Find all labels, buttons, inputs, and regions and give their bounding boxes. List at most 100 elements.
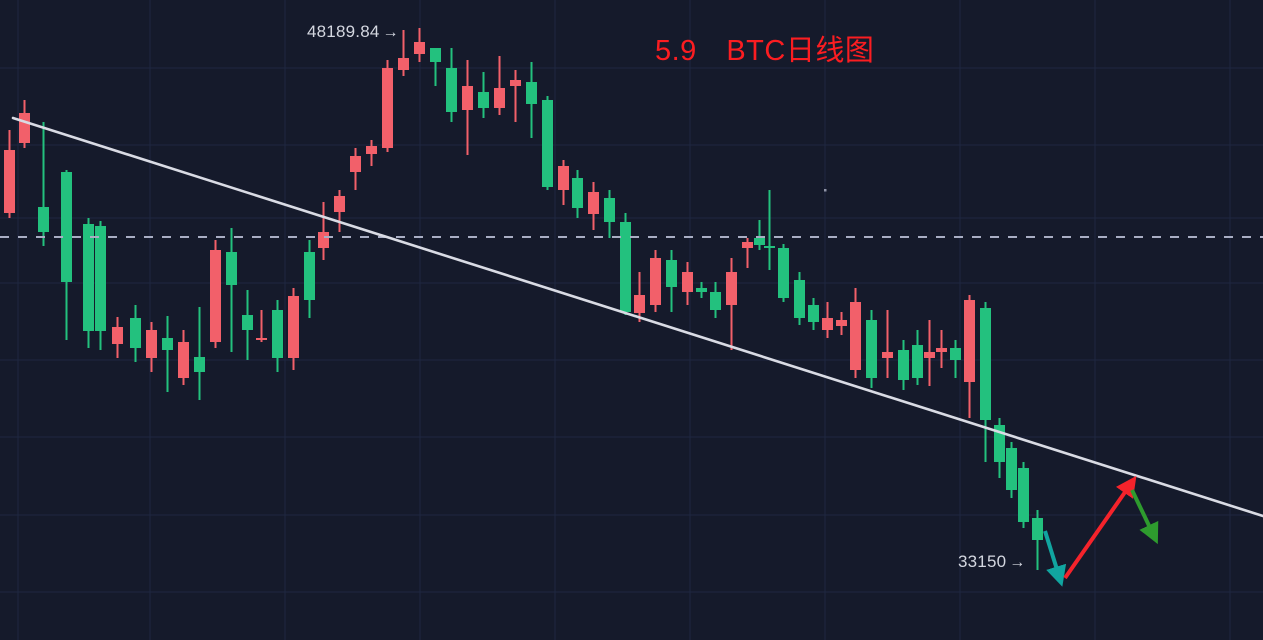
candle-body: [61, 172, 72, 282]
candlestick: [764, 190, 775, 270]
candlestick: [620, 213, 631, 315]
candlestick: [478, 72, 489, 118]
candlestick: [19, 100, 30, 148]
swing-low-price-value: 33150: [958, 552, 1007, 571]
candle-body: [542, 100, 553, 187]
projected-dip-arrow: [1043, 530, 1067, 587]
swing-high-price-label: 48189.84 →: [307, 22, 399, 42]
candlestick: [304, 240, 315, 318]
candle-body: [822, 318, 833, 330]
candlestick: [1006, 442, 1017, 498]
candle-body: [936, 348, 947, 352]
candle-body: [682, 272, 693, 292]
candle-body: [462, 86, 473, 110]
candlestick: [350, 148, 361, 190]
candle-body: [980, 308, 991, 420]
candlestick: [38, 122, 49, 246]
candlestick: [924, 320, 935, 386]
candlestick: [414, 28, 425, 62]
candle-body: [754, 238, 765, 245]
candlestick: [822, 302, 833, 338]
candle-body: [210, 250, 221, 342]
candle-body: [162, 338, 173, 350]
candlestick: [650, 250, 661, 312]
candlestick: [794, 272, 805, 325]
vertical-gridlines: [17, 0, 1231, 640]
candle-body: [964, 300, 975, 382]
projected-drop-arrow: [1130, 489, 1159, 545]
candle-body: [924, 352, 935, 358]
candle-body: [38, 207, 49, 232]
candle-body: [146, 330, 157, 358]
candle-body: [494, 88, 505, 108]
candlestick: [226, 228, 237, 352]
candle-body: [764, 246, 775, 248]
candle-body: [430, 48, 441, 62]
candlestick: [462, 60, 473, 155]
candlestick: [1018, 462, 1029, 528]
candle-body: [304, 252, 315, 300]
candlestick: [898, 340, 909, 390]
candle-body: [194, 357, 205, 372]
candle-body: [950, 348, 961, 360]
candlestick: [382, 60, 393, 152]
candle-body: [588, 192, 599, 214]
candle-body: [620, 222, 631, 312]
candle-body: [1018, 468, 1029, 522]
candlestick: [542, 96, 553, 190]
candle-body: [1006, 448, 1017, 490]
candlestick: [318, 202, 329, 260]
candlestick: [288, 288, 299, 370]
candlestick: [696, 282, 707, 298]
candle-body: [882, 352, 893, 358]
candle-body: [778, 248, 789, 298]
candle-body: [558, 166, 569, 190]
candle-body: [334, 196, 345, 212]
candle-body: [446, 68, 457, 112]
candle-body: [398, 58, 409, 70]
candle-body: [19, 113, 30, 143]
candlestick: [912, 330, 923, 385]
candle-body: [256, 338, 267, 340]
candle-body: [83, 224, 94, 331]
candle-body: [4, 150, 15, 213]
candlestick: [558, 160, 569, 205]
candle-body: [836, 320, 847, 326]
candlestick: [130, 305, 141, 362]
candlestick: [112, 317, 123, 358]
candle-body: [666, 260, 677, 287]
candlestick: [588, 182, 599, 230]
candle-body: [866, 320, 877, 378]
chart-dot-marker: [824, 189, 827, 192]
candle-body: [272, 310, 283, 358]
candlestick: [980, 302, 991, 462]
candle-body: [242, 315, 253, 330]
candle-body: [350, 156, 361, 172]
candlestick: [61, 170, 72, 340]
candle-body: [382, 68, 393, 148]
candle-body: [414, 42, 425, 54]
candlestick: [430, 48, 441, 86]
candle-body: [130, 318, 141, 348]
candlestick: [446, 48, 457, 122]
candle-body: [604, 198, 615, 222]
horizontal-gridlines: [0, 67, 1263, 593]
right-arrow-icon: →: [382, 23, 399, 41]
candle-body: [696, 288, 707, 292]
trendline: [11, 116, 1263, 518]
candle-body: [994, 425, 1005, 462]
right-arrow-icon: →: [1009, 553, 1026, 571]
candlestick: [83, 218, 94, 348]
candlestick: [272, 300, 283, 372]
candlestick-series: [4, 28, 1043, 570]
candle-body: [742, 242, 753, 248]
candlestick: [778, 244, 789, 302]
swing-low-price-label: 33150 →: [958, 552, 1025, 572]
candlestick: [682, 262, 693, 305]
candlestick: [178, 330, 189, 385]
candlestick: [726, 258, 737, 350]
candlestick: [754, 220, 765, 250]
candlestick: [634, 272, 645, 322]
